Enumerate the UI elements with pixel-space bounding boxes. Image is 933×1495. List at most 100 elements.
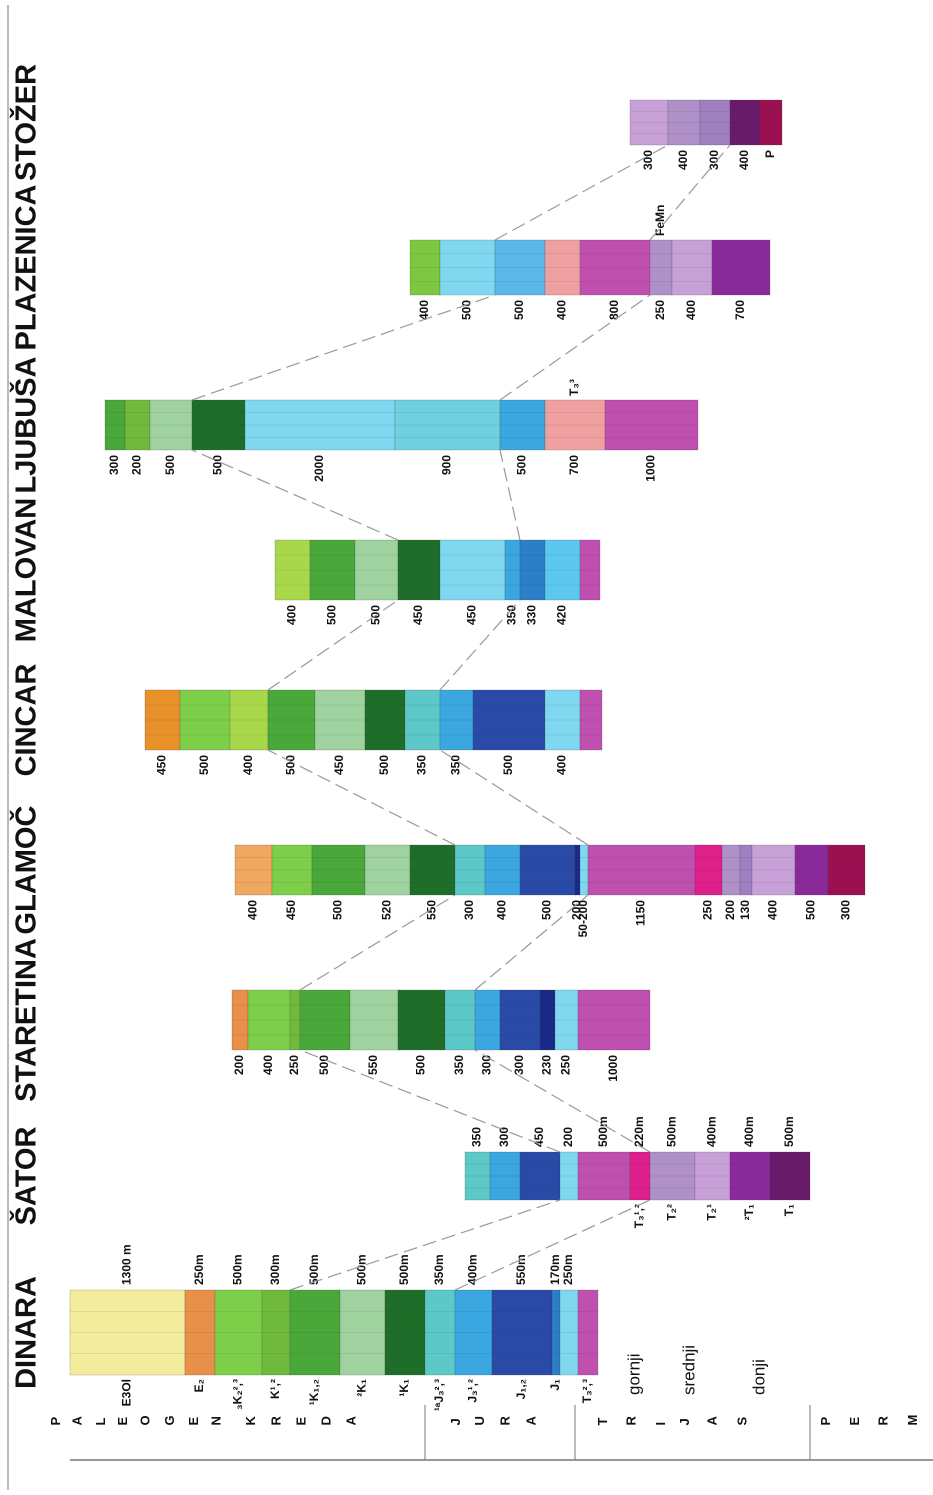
section-name: LJUBUŠA xyxy=(9,356,43,493)
thickness-label: 200 xyxy=(723,900,737,920)
thickness-label: 250 xyxy=(701,900,715,920)
unit-label: FeMn xyxy=(653,205,667,236)
unit-label: ¹K₁ xyxy=(397,1379,411,1397)
unit-label: T₃²,³ xyxy=(580,1379,594,1403)
unit-label: T₁ xyxy=(782,1204,796,1216)
unit-label: J₁ xyxy=(548,1379,562,1391)
thickness-label: 500m xyxy=(665,1116,679,1147)
thickness-label: 500m xyxy=(355,1254,369,1285)
thickness-label: 300m xyxy=(268,1254,282,1285)
thickness-label: P xyxy=(763,150,777,158)
thickness-label: 400 xyxy=(261,1055,275,1075)
thickness-label: 400 xyxy=(495,900,509,920)
thickness-label: 350 xyxy=(470,1127,484,1147)
thickness-label: 500 xyxy=(540,900,554,920)
thickness-label: 400m xyxy=(705,1116,719,1147)
unit-label: J₁,₂ xyxy=(514,1379,528,1399)
section-name: STOŽER xyxy=(9,64,43,181)
thickness-label: 500 xyxy=(211,455,225,475)
thickness-label: 400 xyxy=(285,605,299,625)
thickness-label: 450 xyxy=(411,605,425,625)
thickness-label: 700 xyxy=(567,455,581,475)
subdivision-label: donji xyxy=(749,1359,768,1395)
stratigraphic-diagram: DINARA1300 mE3Ol250mE₂500m₃K₂²,³300mK¹,²… xyxy=(0,0,933,1495)
thickness-label: 500m xyxy=(782,1116,796,1147)
thickness-label: 550 xyxy=(366,1055,380,1075)
thickness-label: 900 xyxy=(440,455,454,475)
unit-label: ¹K₁,₂ xyxy=(307,1379,321,1405)
thickness-label: 400 xyxy=(417,300,431,320)
thickness-label: 350 xyxy=(415,755,429,775)
thickness-label: 250m xyxy=(192,1254,206,1285)
thickness-label: 300 xyxy=(512,1055,526,1075)
thickness-label: 500 xyxy=(804,900,818,920)
thickness-label: 400 xyxy=(676,150,690,170)
section-name: PLAZENICA xyxy=(11,184,43,350)
section-name: MALOVAN xyxy=(11,498,43,642)
thickness-label: 200 xyxy=(232,1055,246,1075)
thickness-label: 300 xyxy=(107,455,121,475)
thickness-label: 500 xyxy=(512,300,526,320)
thickness-label: 170m xyxy=(548,1254,562,1285)
thickness-label: 200 xyxy=(561,1127,575,1147)
unit-label: ²T₁ xyxy=(742,1204,756,1220)
section-name: STARETINA xyxy=(11,938,43,1102)
unit-label: T₂¹ xyxy=(705,1204,719,1221)
unit-label: J₃¹,² xyxy=(466,1379,480,1403)
thickness-label: 420 xyxy=(555,605,569,625)
thickness-label: 330 xyxy=(525,605,539,625)
thickness-label: 1000 xyxy=(644,455,658,482)
thickness-label: 220m xyxy=(632,1116,646,1147)
thickness-label: 400 xyxy=(555,300,569,320)
thickness-label: 300 xyxy=(462,900,476,920)
thickness-label: 400 xyxy=(241,755,255,775)
thickness-label: 130 xyxy=(738,900,752,920)
unit-label: ¹ᵃJ₃²,³ xyxy=(432,1379,446,1411)
thickness-label: 500 xyxy=(284,755,298,775)
thickness-label: 250m xyxy=(561,1254,575,1285)
thickness-label: 500 xyxy=(377,755,391,775)
thickness-label: 350 xyxy=(452,1055,466,1075)
unit-label: T₃¹,² xyxy=(632,1204,646,1228)
section-name: DINARA xyxy=(11,1276,43,1389)
thickness-label: 500 xyxy=(501,755,515,775)
thickness-label: 500 xyxy=(414,1055,428,1075)
thickness-label: 250 xyxy=(559,1055,573,1075)
thickness-label: 250 xyxy=(287,1055,301,1075)
thickness-label: 300 xyxy=(707,150,721,170)
thickness-label: 500m xyxy=(397,1254,411,1285)
thickness-label: 300 xyxy=(480,1055,494,1075)
thickness-label: 400m xyxy=(742,1116,756,1147)
subdivision-label: srednji xyxy=(679,1345,698,1395)
thickness-label: 300 xyxy=(839,900,853,920)
thickness-label: 500 xyxy=(317,1055,331,1075)
thickness-label: 400 xyxy=(246,900,260,920)
thickness-label: 500m xyxy=(596,1116,610,1147)
unit-label: K¹,² xyxy=(268,1379,282,1399)
thickness-label: 200 xyxy=(130,455,144,475)
thickness-label: 50-200 xyxy=(576,900,590,938)
thickness-label: 500 xyxy=(197,755,211,775)
section-name: GLAMOČ xyxy=(9,806,43,935)
thickness-label: 500 xyxy=(163,455,177,475)
thickness-label: 450 xyxy=(332,755,346,775)
thickness-label: 1000 xyxy=(606,1055,620,1082)
thickness-label: 350m xyxy=(432,1254,446,1285)
unit-label: T₃³ xyxy=(567,379,581,396)
thickness-label: 500 xyxy=(331,900,345,920)
thickness-label: 500 xyxy=(515,455,529,475)
unit-label: E3Ol xyxy=(120,1379,134,1406)
section-name: CINCAR xyxy=(11,664,43,777)
unit-label: E₂ xyxy=(192,1379,206,1392)
thickness-label: 400 xyxy=(684,300,698,320)
thickness-label: 400 xyxy=(555,755,569,775)
thickness-label: 400 xyxy=(737,150,751,170)
thickness-label: 400 xyxy=(766,900,780,920)
thickness-label: 500 xyxy=(460,300,474,320)
thickness-label: 400m xyxy=(466,1254,480,1285)
unit-label: ²K₁ xyxy=(355,1379,369,1397)
section-name: ŠATOR xyxy=(9,1127,43,1226)
thickness-label: 250 xyxy=(653,300,667,320)
thickness-label: 700 xyxy=(733,300,747,320)
thickness-label: 350 xyxy=(449,755,463,775)
